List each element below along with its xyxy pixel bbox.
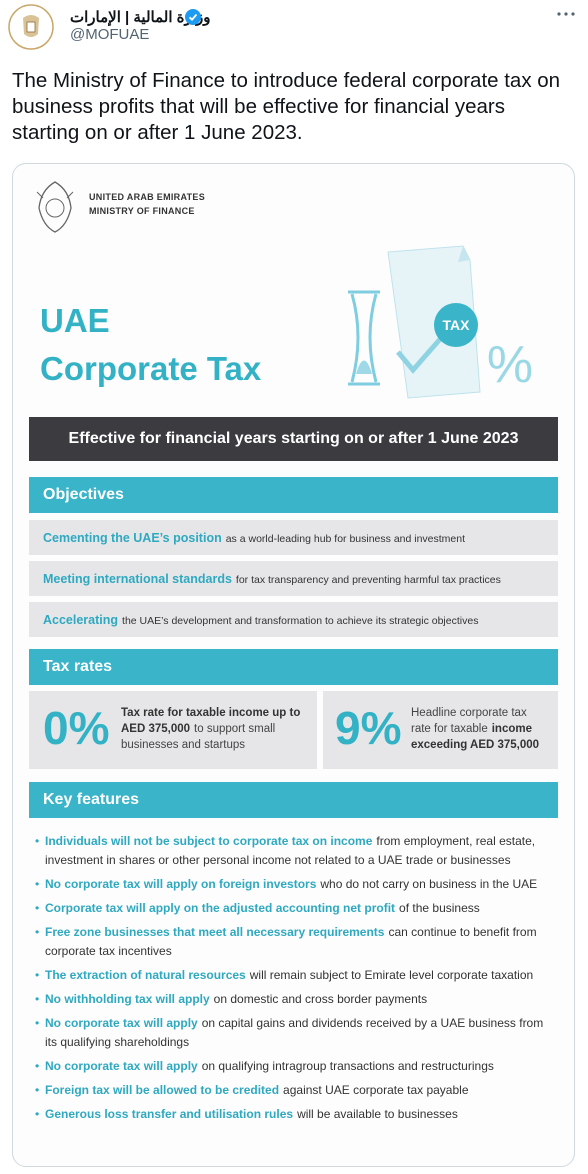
objective-text: for tax transparency and preventing harm… xyxy=(235,574,501,586)
feature-text: can continue to benefit from corporate t… xyxy=(45,925,537,958)
description-segment: income exceeding AED 375,000 xyxy=(411,723,540,751)
feature-text: on domestic and cross border payments xyxy=(213,992,428,1006)
feature-text: will remain subject to Emirate level cor… xyxy=(249,968,534,982)
objective: Accelerating the UAE’s development and tr… xyxy=(29,602,558,637)
title-line: UAE xyxy=(40,302,110,339)
feature: Generous loss transfer and utilisation r… xyxy=(33,1105,558,1124)
tax-rate-description: Headline corporate tax rate for taxable i… xyxy=(411,705,548,753)
feature-text: will be available to businesses xyxy=(297,1107,458,1121)
org-line: MINISTRY OF FINANCE xyxy=(89,206,195,216)
section-heading: Tax rates xyxy=(29,649,558,685)
feature: Foreign tax will be allowed to be credit… xyxy=(33,1081,558,1100)
description-segment: Headline corporate tax rate for taxable xyxy=(411,707,527,735)
section-heading: Key features xyxy=(29,782,558,818)
features-list: Individuals will not be subject to corpo… xyxy=(33,832,558,1129)
feature: The extraction of natural resourceswill … xyxy=(33,966,558,985)
feature: Corporate tax will apply on the adjusted… xyxy=(33,899,558,918)
section-heading: Objectives xyxy=(29,477,558,513)
illustration: TAX % xyxy=(348,245,533,399)
org-line: UNITED ARAB EMIRATES xyxy=(89,192,205,202)
feature-highlight: Corporate tax will apply on the adjusted… xyxy=(45,901,396,915)
tweet-text: The Ministry of Finance to introduce fed… xyxy=(12,69,561,144)
feature-highlight: No withholding tax will apply xyxy=(45,992,210,1006)
objective-highlight: Meeting international standards xyxy=(43,572,232,586)
tax-rate-card: 0% Tax rate for taxable income up to AED … xyxy=(29,691,317,769)
objective: Cementing the UAE’s position as a world-l… xyxy=(29,520,558,555)
feature-highlight: Individuals will not be subject to corpo… xyxy=(45,834,373,848)
feature-highlight: Generous loss transfer and utilisation r… xyxy=(45,1107,294,1121)
objective: Meeting international standards for tax t… xyxy=(29,561,558,596)
feature-text: who do not carry on business in the UAE xyxy=(320,877,538,891)
feature-highlight: Free zone businesses that meet all neces… xyxy=(45,925,385,939)
feature-highlight: No corporate tax will apply on foreign i… xyxy=(45,877,317,891)
feature-highlight: Foreign tax will be allowed to be credit… xyxy=(45,1083,280,1097)
objective-highlight: Cementing the UAE’s position xyxy=(43,531,222,545)
account-name[interactable]: وزارة المالية | الإمارات xyxy=(70,9,211,26)
description-segment: to support small businesses and startups xyxy=(121,723,276,751)
title-line: Corporate Tax xyxy=(40,350,262,387)
avatar[interactable] xyxy=(8,4,54,50)
emblem xyxy=(36,181,74,233)
feature: Free zone businesses that meet all neces… xyxy=(33,923,558,961)
tax-rate-card: 9% Headline corporate tax rate for taxabl… xyxy=(323,691,558,769)
banner: Effective for financial years starting o… xyxy=(29,417,558,461)
feature-highlight: No corporate tax will apply xyxy=(45,1016,198,1030)
account-handle[interactable]: @MOFUAE xyxy=(70,26,150,43)
feature: Individuals will not be subject to corpo… xyxy=(33,832,558,870)
objective-text: as a world-leading hub for business and … xyxy=(225,533,466,545)
feature-text: against UAE corporate tax payable xyxy=(283,1083,469,1097)
tax-rate: 0% xyxy=(43,702,110,754)
tax-rate-description: Tax rate for taxable income up to AED 37… xyxy=(121,705,307,753)
feature-text: from employment, real estate, investment… xyxy=(45,834,536,867)
feature-text: of the business xyxy=(399,901,480,915)
verified-badge xyxy=(185,9,201,25)
feature-highlight: No corporate tax will apply xyxy=(45,1059,198,1073)
more-menu[interactable] xyxy=(556,10,576,18)
feature: No corporate tax will apply on foreign i… xyxy=(33,875,558,894)
description-segment: Tax rate for taxable income up to AED 37… xyxy=(121,707,301,735)
feature-highlight: The extraction of natural resources xyxy=(45,968,246,982)
objective-text: the UAE’s development and transformation… xyxy=(122,615,479,627)
infographic[interactable]: UNITED ARAB EMIRATES MINISTRY OF FINANCE… xyxy=(12,163,575,1167)
feature-text: on capital gains and dividends received … xyxy=(45,1016,544,1049)
feature-text: on qualifying intragroup transactions an… xyxy=(201,1059,494,1073)
objective-highlight: Accelerating xyxy=(43,613,119,627)
graphic-percent: % xyxy=(487,336,533,394)
graphic-label: TAX xyxy=(443,317,471,333)
tax-rate: 9% xyxy=(335,702,402,754)
